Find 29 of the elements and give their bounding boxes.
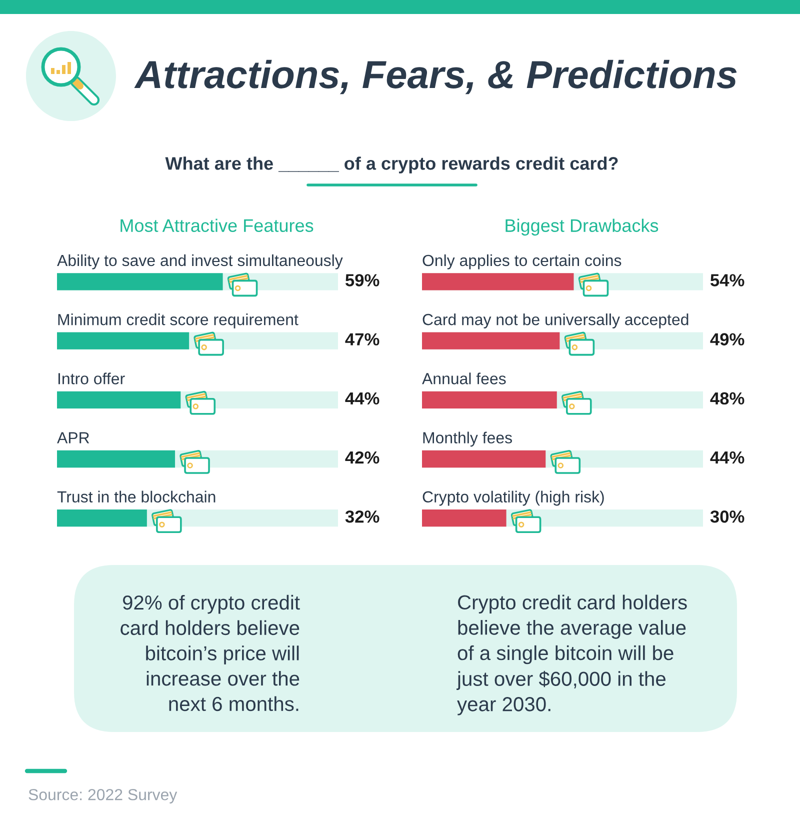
y-tick-label: Intro offer <box>58 372 125 384</box>
text: 92% of crypto credit card holders believe bitcoin’s price will increase over the next 6 months. <box>120 594 300 712</box>
bar <box>57 510 147 527</box>
y-tick-label: APR <box>57 432 90 444</box>
y-tick-label: Ability to save and invest simultaneously <box>57 254 343 270</box>
text: Crypto credit card holders believe the average value of a single bitcoin will be just over $60,000 in the year 2030. <box>456 594 687 716</box>
chart-title: Biggest Drawbacks <box>506 218 658 236</box>
y-tick-label: Card may not be universally accepted <box>422 314 688 328</box>
data-label: 30% <box>710 510 744 523</box>
data-label: 32% <box>345 510 380 523</box>
data-label: 44% <box>345 392 380 405</box>
text: What are the ______ of a crypto rewards credit card? <box>165 156 618 174</box>
y-tick-label: Only applies to certain coins <box>422 254 622 270</box>
data-label: 59% <box>345 274 380 286</box>
data-label: 47% <box>345 333 380 346</box>
data-label: 48% <box>710 392 744 405</box>
y-tick-label: Monthly fees <box>423 432 512 447</box>
data-label: 42% <box>345 451 380 464</box>
bar <box>422 510 506 527</box>
data-label: 54% <box>710 274 744 286</box>
y-tick-label: Annual fees <box>422 372 506 384</box>
y-tick-label: Crypto volatility (high risk) <box>422 490 604 506</box>
data-label: 44% <box>710 451 744 464</box>
y-tick-label: Trust in the blockchain <box>57 490 216 503</box>
y-tick-label: Minimum credit score requirement <box>58 314 298 328</box>
chart-title: Most Attractive Features <box>120 218 314 232</box>
source-note: Source: 2022 Survey <box>28 788 178 804</box>
data-label: 49% <box>710 333 744 346</box>
text: Attractions, Fears, & Predictions <box>134 60 737 94</box>
